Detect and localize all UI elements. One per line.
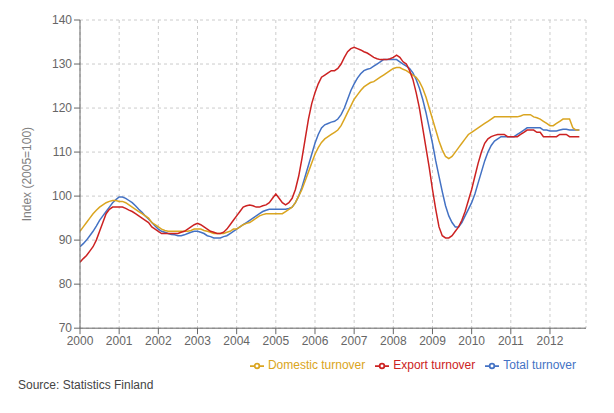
html-text:Domestic turnover: Domestic turnover	[267, 358, 366, 373]
svg-text:2009: 2009	[419, 334, 446, 348]
svg-text:2005: 2005	[262, 334, 289, 348]
svg-text:120: 120	[52, 101, 72, 115]
svg-text:90: 90	[59, 233, 73, 247]
html-text:Source: Statistics Finland: Source: Statistics Finland	[18, 378, 154, 392]
svg-text:2006: 2006	[302, 334, 329, 348]
svg-text:2007: 2007	[341, 334, 368, 348]
svg-text:2010: 2010	[458, 334, 485, 348]
svg-text:100: 100	[52, 189, 72, 203]
svg-text:2008: 2008	[380, 334, 407, 348]
svg-text:130: 130	[52, 57, 72, 71]
svg-text:140: 140	[52, 13, 72, 27]
svg-text:2012: 2012	[537, 334, 564, 348]
svg-text:2001: 2001	[106, 334, 133, 348]
svg-text:70: 70	[59, 321, 73, 335]
svg-text:110: 110	[53, 145, 72, 159]
svg-text:2004: 2004	[223, 334, 250, 348]
svg-text:2011: 2011	[498, 334, 524, 348]
svg-text:2003: 2003	[184, 334, 211, 348]
svg-text:2002: 2002	[145, 334, 172, 348]
html-text:Total turnover: Total turnover	[503, 358, 576, 373]
svg-text:Index (2005=100): Index (2005=100)	[20, 127, 34, 221]
html-text:Export turnover: Export turnover	[393, 358, 476, 373]
svg-text:80: 80	[59, 277, 73, 291]
svg-text:2000: 2000	[67, 334, 94, 348]
